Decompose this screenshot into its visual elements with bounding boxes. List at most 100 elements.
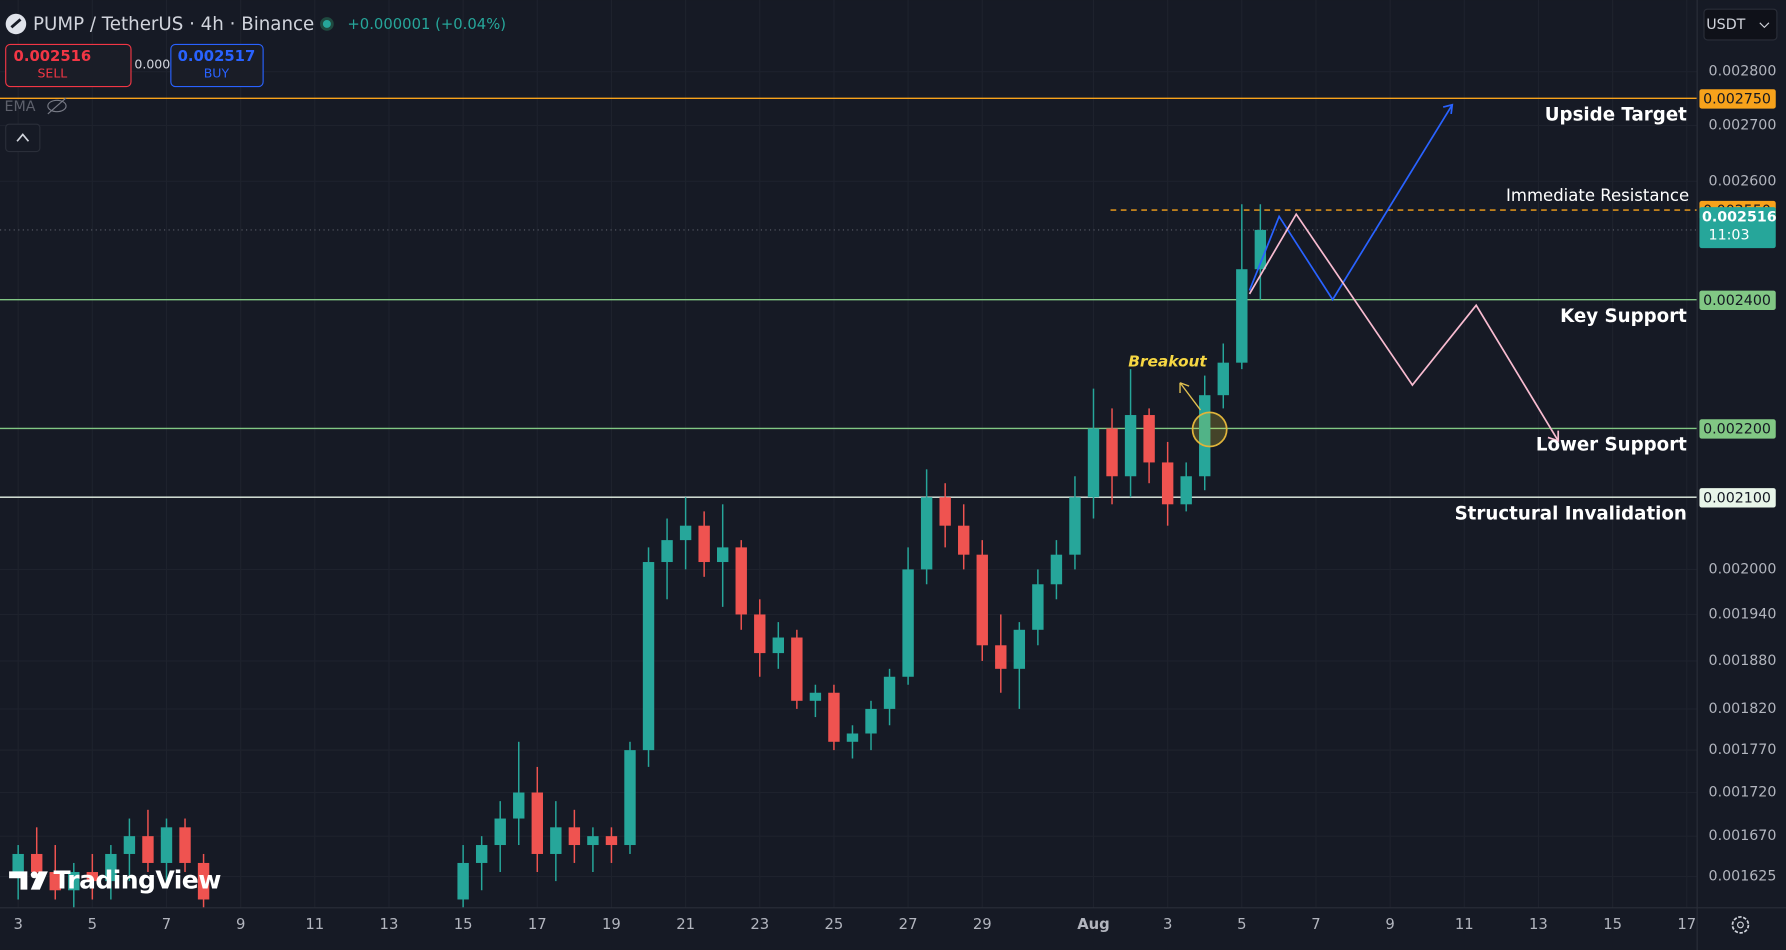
sell-button[interactable]: 0.002516 SELL [5, 43, 132, 88]
candle-body [1124, 415, 1137, 477]
y-tick-label: 0.001940 [1709, 606, 1777, 622]
x-tick-label: 15 [1603, 916, 1622, 933]
collapse-button[interactable] [5, 123, 41, 153]
level-label: Structural Invalidation [1455, 503, 1687, 524]
bullish-projection [1248, 104, 1453, 302]
candle-body [513, 792, 525, 819]
x-tick-label: 17 [528, 916, 547, 933]
candle-body [642, 562, 655, 751]
x-tick-label: 29 [973, 916, 992, 933]
x-tick-label: 13 [380, 916, 399, 933]
x-tick-label: 9 [1385, 916, 1394, 933]
candle-body [791, 637, 803, 701]
candle-body [197, 862, 210, 900]
chevron-down [1759, 22, 1770, 29]
logo-mark [10, 18, 22, 29]
candle-body [1032, 584, 1044, 630]
x-tick-label: 15 [454, 916, 473, 933]
countdown: 11:03 [1709, 228, 1750, 244]
candle-body [1161, 462, 1174, 505]
currency-dropdown[interactable]: USDT [1703, 8, 1778, 41]
x-tick-label: 11 [305, 916, 324, 933]
candle-body [1050, 554, 1063, 585]
arrow-head [1547, 430, 1560, 443]
candle-body [809, 692, 822, 701]
sell-price: 0.002516 [14, 48, 92, 65]
brand-logo: TradingView [9, 866, 222, 895]
candle-body [735, 547, 747, 615]
candle-body [716, 547, 729, 563]
candle-body [1217, 362, 1229, 396]
candle-body [160, 827, 173, 863]
x-tick-label: 25 [825, 916, 844, 933]
current-price-label: 0.002516 [1702, 209, 1777, 225]
candle-body [1254, 229, 1267, 270]
y-tick-label: 0.002000 [1709, 561, 1777, 577]
currency-box [1703, 8, 1778, 41]
candle-body [568, 827, 581, 846]
symbol-title: PUMP / TetherUS · 4h · Binance [33, 14, 314, 35]
level-label: Key Support [1560, 306, 1687, 327]
settings-button[interactable] [1731, 916, 1750, 934]
chevron-up [16, 133, 30, 142]
gear-outer [1731, 916, 1750, 934]
brand-icon [9, 871, 28, 890]
candle-body [902, 569, 914, 677]
y-tick-label: 0.001625 [1709, 869, 1777, 885]
y-tick-label: 0.001720 [1709, 785, 1777, 801]
candle-body [939, 497, 951, 526]
gear-inner [1737, 921, 1744, 929]
candle-body [1199, 395, 1211, 477]
candle-body [883, 676, 896, 709]
x-tick-label: Aug [1077, 916, 1110, 933]
visibility-toggle[interactable] [47, 97, 67, 115]
candle-body [457, 862, 469, 900]
x-tick-label: 3 [1163, 916, 1172, 933]
x-tick-label: 5 [88, 916, 97, 933]
current-price-box [1699, 207, 1776, 249]
candle-body [679, 525, 692, 541]
candle-body [179, 827, 191, 863]
buy-price: 0.002517 [178, 48, 256, 65]
candle-body [12, 853, 24, 873]
candle-body [494, 818, 506, 846]
y-tick-label: 0.001880 [1709, 653, 1777, 669]
candle-body [976, 554, 988, 646]
candles [12, 204, 1267, 908]
x-tick-label: 19 [602, 916, 621, 933]
candle-body [920, 497, 933, 570]
level-price-label: 0.002750 [1703, 91, 1771, 107]
level-price-box [1699, 89, 1776, 109]
candle-body [995, 645, 1007, 669]
buy-button[interactable]: 0.002517 BUY [170, 43, 264, 88]
level-price-box [1699, 419, 1776, 439]
x-tick-label: 17 [1677, 916, 1696, 933]
candle-body [49, 872, 61, 891]
y-tick-label: 0.002800 [1709, 64, 1777, 80]
candle-body [958, 525, 970, 555]
candle-body [123, 836, 136, 854]
x-tick-label: 9 [236, 916, 245, 933]
x-tick-label: 13 [1529, 916, 1548, 933]
x-tick-label: 7 [162, 916, 171, 933]
x-tick-label: 23 [750, 916, 769, 933]
breakout-arrow [1179, 382, 1202, 411]
bearish-projection [1248, 212, 1559, 442]
candle-body [661, 540, 673, 563]
x-tick-label: 5 [1237, 916, 1246, 933]
collapse-box [5, 123, 41, 153]
level-price-box [1699, 290, 1776, 310]
buy-box [170, 43, 264, 88]
currency: USDT [1706, 17, 1745, 33]
candle-body [1143, 415, 1155, 463]
candle-body [624, 750, 636, 846]
candle-body [846, 733, 859, 742]
annotation: Breakout [1128, 353, 1207, 371]
sell-box [5, 43, 132, 88]
level-price-label: 0.002200 [1703, 422, 1771, 438]
status-dot [322, 19, 331, 28]
x-tick-label: 21 [676, 916, 695, 933]
candle-body [587, 836, 599, 846]
candle-body [142, 836, 154, 863]
